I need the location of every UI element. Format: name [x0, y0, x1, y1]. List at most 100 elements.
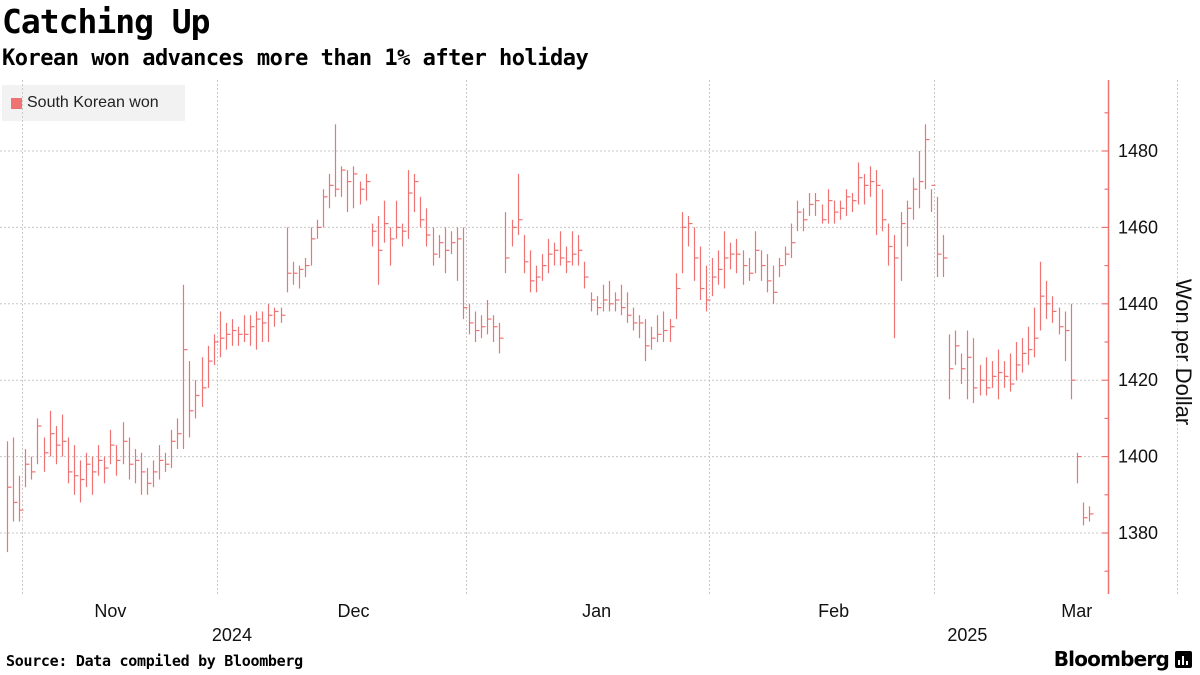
ohlc-bar [845, 189, 851, 216]
ohlc-bar [474, 311, 480, 342]
ohlc-bar [79, 460, 85, 503]
ohlc-bar [851, 193, 857, 213]
ohlc-bar [857, 162, 863, 205]
ohlc-bar [930, 184, 936, 213]
ohlc-bar [73, 445, 79, 495]
ohlc-bar [729, 242, 735, 270]
ohlc-bar [413, 173, 419, 213]
ohlc-bar [893, 235, 899, 339]
ohlc-bar [681, 212, 687, 274]
ohlc-bar [577, 235, 583, 266]
ohlc-bar [742, 250, 748, 285]
ohlc-bar [401, 223, 407, 247]
ohlc-bar [1082, 502, 1088, 526]
ohlc-bar [213, 334, 219, 365]
ohlc-bar [565, 246, 571, 274]
ohlc-bar [419, 196, 425, 228]
ohlc-bar [371, 223, 377, 247]
ohlc-bar [760, 250, 766, 281]
ohlc-bar [12, 437, 18, 522]
ohlc-bar [735, 238, 741, 274]
ohlc-bar [188, 361, 194, 438]
y-tick-label: 1440 [1118, 294, 1158, 314]
ohlc-bar [766, 254, 772, 293]
ohlc-bar [1039, 261, 1045, 331]
ohlc-bar [614, 292, 620, 312]
ohlc-bar [207, 345, 213, 388]
ohlc-bar [869, 166, 875, 197]
ohlc-bar [359, 181, 365, 205]
x-month-label: Jan [582, 601, 611, 621]
x-month-label: Feb [818, 601, 849, 621]
ohlc-bar [67, 437, 73, 484]
ohlc-bar [991, 361, 997, 388]
source-note: Source: Data compiled by Bloomberg [6, 652, 303, 670]
ohlc-bar [85, 452, 91, 488]
ohlc-bar [900, 212, 906, 281]
ohlc-bar [711, 257, 717, 297]
ohlc-bar [918, 151, 924, 209]
ohlc-bar [942, 235, 948, 278]
ohlc-bar [541, 254, 547, 281]
ohlc-bar [602, 284, 608, 312]
ohlc-bar [432, 227, 438, 266]
y-tick-label: 1420 [1118, 370, 1158, 390]
ohlc-bar [498, 322, 504, 354]
ohlc-bar [608, 280, 614, 312]
ohlc-bar [395, 200, 401, 239]
y-tick-label: 1400 [1118, 447, 1158, 467]
ohlc-bar [328, 173, 334, 209]
ohlc-bar [650, 326, 656, 350]
x-month-label: Dec [337, 601, 369, 621]
x-year-label: 2025 [947, 625, 987, 645]
ohlc-bar [985, 357, 991, 396]
ohlc-bar [450, 231, 456, 255]
legend-swatch [11, 97, 22, 109]
ohlc-bar [1070, 303, 1076, 400]
ohlc-bar [954, 330, 960, 365]
x-month-label: Mar [1061, 601, 1092, 621]
ohlc-bar [292, 261, 298, 285]
ohlc-bar [1058, 307, 1064, 335]
ohlc-bar [790, 223, 796, 258]
ohlc-bar [632, 307, 638, 331]
ohlc-bar [529, 250, 535, 293]
ohlc-bar [590, 292, 596, 312]
ohlc-bar [808, 193, 814, 216]
x-month-label: Nov [94, 601, 126, 621]
ohlc-bar [24, 448, 30, 488]
ohlc-bar [948, 334, 954, 400]
ohlc-bar [656, 315, 662, 342]
ohlc-bar [1088, 506, 1094, 522]
ohlc-bar [316, 219, 322, 239]
ohlc-bar [596, 296, 602, 316]
ohlc-bar [644, 319, 650, 362]
ohlc-bar [352, 166, 358, 209]
ohlc-bar [231, 319, 237, 346]
ohlc-bar [1064, 311, 1070, 362]
ohlc-bar [456, 227, 462, 281]
y-axis-label: Won per Dollar [1171, 279, 1196, 425]
ohlc-bar [158, 445, 164, 480]
ohlc-bar [772, 265, 778, 304]
ohlc-bar [261, 311, 267, 342]
chart-title: Catching Up [2, 2, 211, 41]
ohlc-bar [201, 357, 207, 407]
ohlc-bar [237, 326, 243, 346]
ohlc-bar [146, 468, 152, 495]
ohlc-bar [91, 456, 97, 495]
bloomberg-logo: Bloomberg [1054, 647, 1192, 671]
ohlc-bar [638, 315, 644, 339]
ohlc-bar [626, 292, 632, 323]
ohlc-bar [322, 189, 328, 228]
ohlc-bar [134, 448, 140, 484]
ohlc-bar [61, 414, 67, 457]
ohlc-bar [547, 238, 553, 274]
ohlc-bar [778, 257, 784, 278]
ohlc-bar [936, 196, 942, 278]
ohlc-bar [754, 231, 760, 274]
ohlc-bar [966, 330, 972, 400]
ohlc-bar [407, 170, 413, 239]
ohlc-bar [912, 177, 918, 220]
